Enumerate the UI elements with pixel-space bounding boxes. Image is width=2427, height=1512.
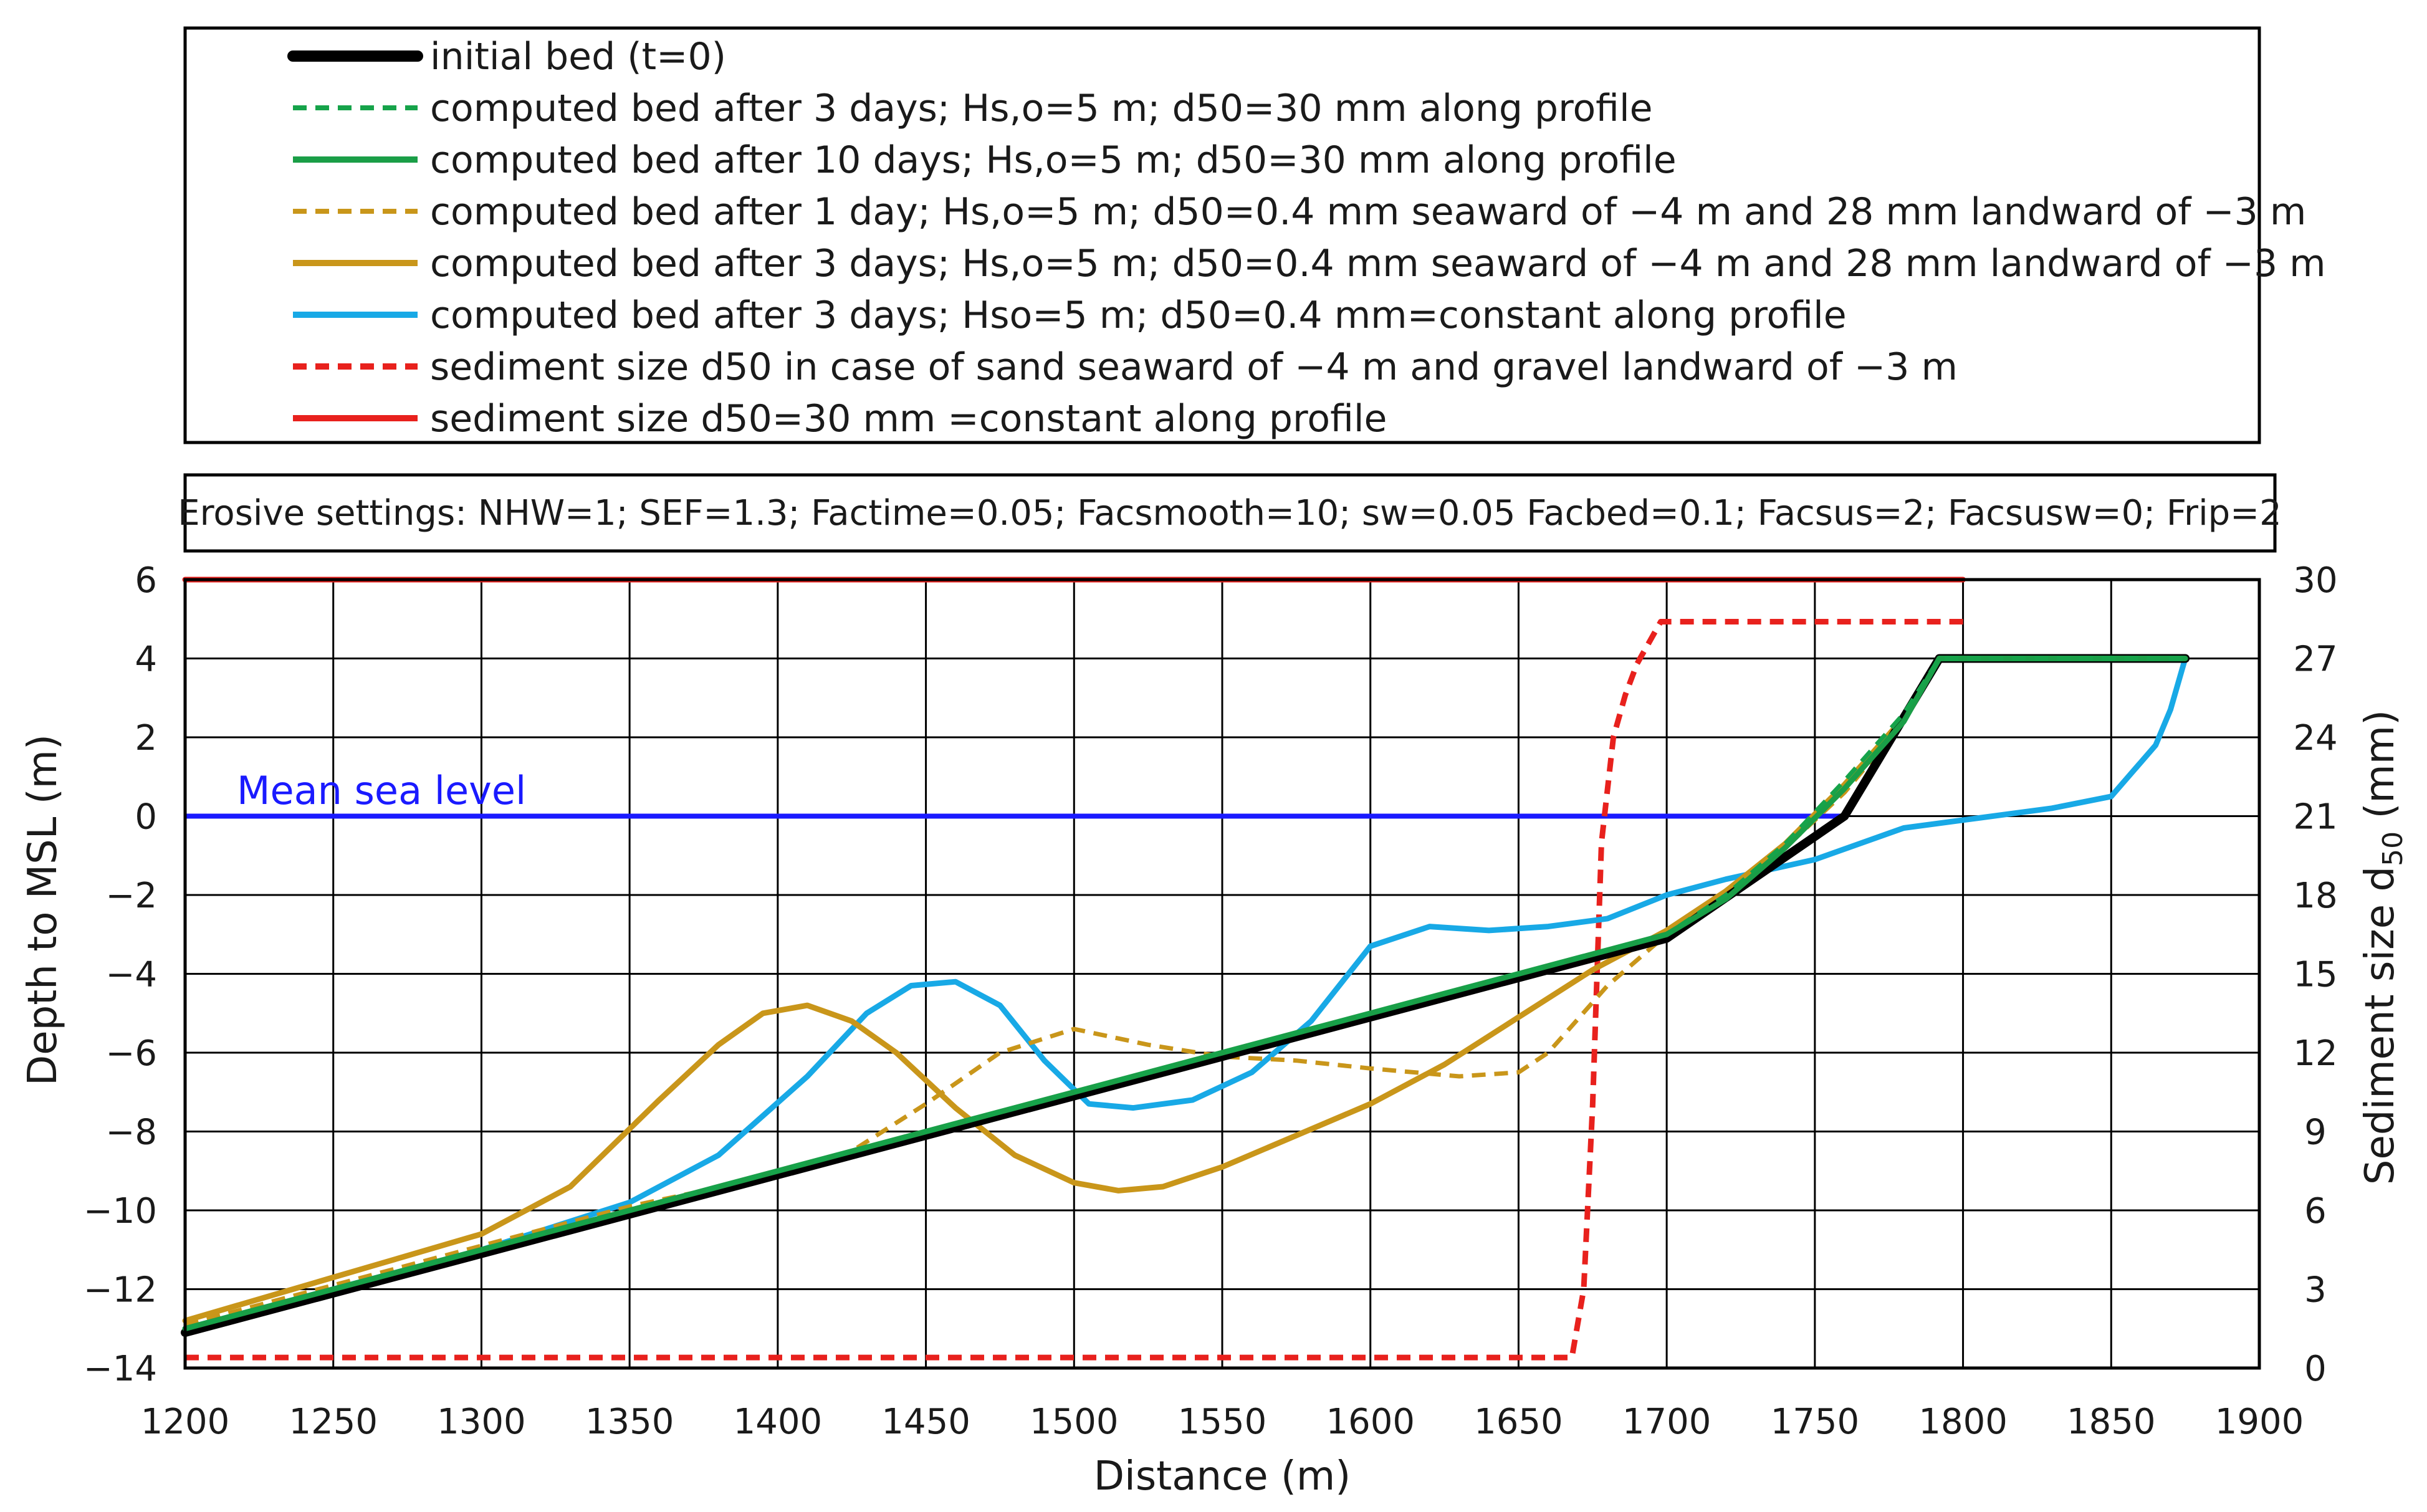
y2-tick-label: 27 bbox=[2293, 639, 2337, 680]
x-tick-label: 1900 bbox=[2215, 1402, 2304, 1442]
y-tick-label: −8 bbox=[105, 1112, 157, 1153]
series-line-5 bbox=[182, 656, 2188, 1332]
x-tick-label: 1350 bbox=[585, 1402, 674, 1442]
x-tick-labels: 1200 1250 1300 1350 1400 1450 1500 1550 1600 1650… bbox=[141, 1402, 2304, 1442]
y2-tick-label: 9 bbox=[2304, 1112, 2327, 1153]
settings-text: Erosive settings: NHW=1; SEF=1.3; Factim… bbox=[178, 493, 2281, 534]
plot-frame bbox=[183, 578, 2261, 1370]
y-tick-label: −14 bbox=[84, 1349, 157, 1389]
x-axis-title: Distance (m) bbox=[1094, 1453, 1351, 1500]
settings-box bbox=[183, 473, 2277, 553]
x-tick-label: 1250 bbox=[289, 1402, 378, 1442]
series-line-1 bbox=[184, 656, 2186, 1331]
x-tick-label: 1300 bbox=[437, 1402, 526, 1442]
y-tick-label: −6 bbox=[105, 1033, 157, 1074]
x-tick-label: 1400 bbox=[734, 1402, 823, 1442]
legend-label-7: sediment size d50=30 mm =constant along … bbox=[430, 397, 1387, 441]
x-tick-label: 1550 bbox=[1178, 1402, 1267, 1442]
y2-tick-label: 24 bbox=[2293, 718, 2337, 758]
x-tick-label: 1450 bbox=[881, 1402, 970, 1442]
legend-label-1: computed bed after 3 days; Hs,o=5 m; d50… bbox=[430, 87, 1653, 130]
legend-label-6: sediment size d50 in case of sand seawar… bbox=[430, 345, 1958, 389]
series-line-6 bbox=[185, 619, 1963, 1361]
x-tick-label: 1200 bbox=[141, 1402, 230, 1442]
series-layer bbox=[181, 577, 2190, 1361]
y2-tick-label: 0 bbox=[2304, 1349, 2327, 1389]
y2-axis-title-unit: (mm) bbox=[2357, 710, 2403, 831]
legend-label-0: initial bed (t=0) bbox=[430, 35, 726, 79]
y-tick-label: −4 bbox=[105, 955, 157, 995]
y2-tick-label: 15 bbox=[2293, 955, 2337, 995]
y-tick-labels: 6 4 2 0 −2 −4 −6 −8 −10 −12 −14 bbox=[84, 560, 157, 1389]
x-tick-label: 1750 bbox=[1771, 1402, 1860, 1442]
y2-axis-title-main: Sediment size d bbox=[2357, 866, 2403, 1185]
x-tick-label: 1800 bbox=[1918, 1402, 2008, 1442]
y2-tick-label: 30 bbox=[2293, 560, 2337, 601]
x-tick-label: 1700 bbox=[1622, 1402, 1711, 1442]
y-tick-label: 2 bbox=[135, 718, 157, 758]
legend: initial bed (t=0) computed bed after 3 da… bbox=[287, 35, 2326, 441]
legend-label-5: computed bed after 3 days; Hso=5 m; d50=… bbox=[430, 294, 1847, 337]
mean-sea-level-label: Mean sea level bbox=[237, 768, 526, 813]
x-tick-label: 1600 bbox=[1326, 1402, 1415, 1442]
y-axis-title: Depth to MSL (m) bbox=[20, 734, 66, 1086]
y-tick-label: 6 bbox=[135, 560, 157, 601]
y-tick-label: 4 bbox=[135, 639, 157, 680]
x-tick-label: 1850 bbox=[2067, 1402, 2156, 1442]
y-tick-label: −10 bbox=[84, 1191, 157, 1232]
y2-tick-label: 18 bbox=[2293, 876, 2337, 916]
x-tick-label: 1500 bbox=[1030, 1402, 1119, 1442]
y-tick-label: 0 bbox=[135, 797, 157, 838]
legend-label-3: computed bed after 1 day; Hs,o=5 m; d50=… bbox=[430, 190, 2306, 234]
y2-tick-label: 6 bbox=[2304, 1191, 2327, 1232]
legend-label-2: computed bed after 10 days; Hs,o=5 m; d5… bbox=[430, 138, 1677, 182]
x-tick-label: 1650 bbox=[1474, 1402, 1563, 1442]
y2-axis-title: Sediment size d50 (mm) bbox=[2357, 710, 2409, 1185]
y2-tick-label: 3 bbox=[2304, 1270, 2327, 1311]
y-tick-label: −2 bbox=[105, 876, 157, 916]
y2-tick-label: 12 bbox=[2293, 1033, 2337, 1074]
y2-axis-title-sub: 50 bbox=[2377, 831, 2409, 866]
y-tick-label: −12 bbox=[84, 1270, 157, 1311]
legend-label-4: computed bed after 3 days; Hs,o=5 m; d50… bbox=[430, 242, 2326, 285]
y2-tick-label: 21 bbox=[2293, 797, 2337, 838]
legend-box bbox=[183, 26, 2261, 444]
